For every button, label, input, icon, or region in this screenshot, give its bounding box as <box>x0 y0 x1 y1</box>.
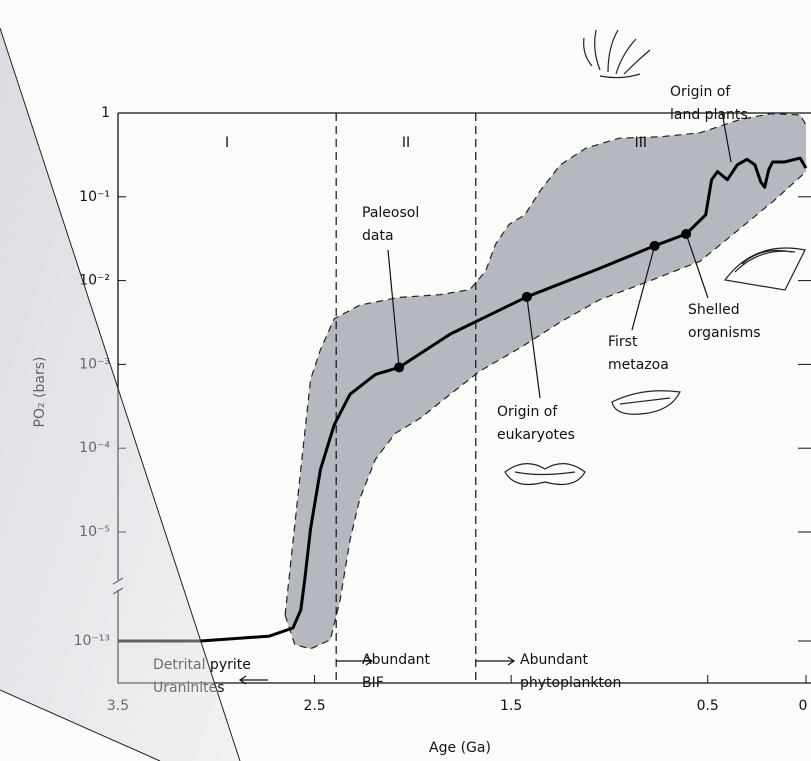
annotation: eukaryotes <box>497 427 575 443</box>
annotation: Paleosol <box>362 205 419 221</box>
x-tick-label: 1.5 <box>500 698 522 714</box>
chart: IIIIII110⁻¹10⁻²10⁻³10⁻⁴10⁻⁵10⁻¹³3.52.51.… <box>0 0 811 761</box>
stage-label: III <box>635 135 647 151</box>
y-tick-label: 10⁻¹ <box>79 189 110 205</box>
annotation: land plants <box>670 107 748 123</box>
stage-label: II <box>402 135 410 151</box>
x-tick-label: 0 <box>799 698 808 714</box>
annotation: First <box>608 334 638 350</box>
annotation: metazoa <box>608 357 669 373</box>
annotation: Shelled <box>688 302 740 318</box>
annotation: Origin of <box>497 404 558 420</box>
x-tick-label: 0.5 <box>697 698 719 714</box>
annotation: organisms <box>688 325 761 341</box>
note: BIF <box>362 675 384 691</box>
annotation: Origin of <box>670 84 731 100</box>
x-axis-label: Age (Ga) <box>429 740 491 756</box>
page: {"chart_data": { "type": "line", "xlabel… <box>0 0 811 761</box>
stage-label: I <box>225 135 229 151</box>
annotation: data <box>362 228 394 244</box>
note: phytoplankton <box>520 675 621 691</box>
note: Abundant <box>520 652 589 668</box>
y-tick-label: 1 <box>101 105 110 121</box>
note: Abundant <box>362 652 431 668</box>
x-tick-label: 2.5 <box>303 698 325 714</box>
